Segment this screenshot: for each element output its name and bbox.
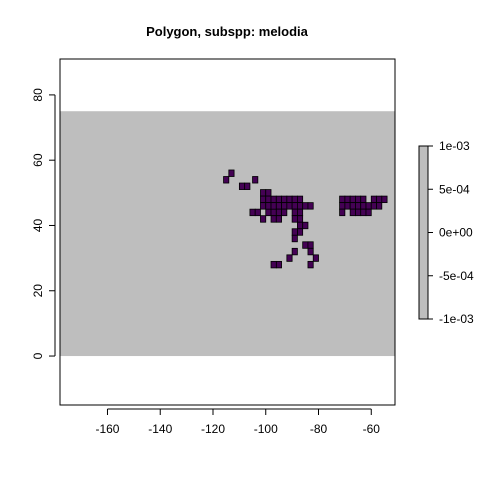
x-tick-label: -100: [254, 422, 278, 436]
presence-cell: [270, 202, 277, 210]
presence-cell: [381, 195, 388, 204]
x-tick-label: -60: [363, 422, 381, 436]
presence-cell: [275, 202, 282, 210]
presence-cell: [312, 254, 319, 262]
plot-frame: [59, 58, 396, 406]
x-tick-label: -120: [201, 422, 225, 436]
presence-cell: [265, 208, 272, 217]
presence-cell: [297, 208, 304, 217]
presence-cell: [260, 215, 267, 223]
presence-cell: [281, 208, 288, 217]
presence-cell: [291, 202, 298, 210]
presence-cell: [291, 247, 298, 256]
x-tick-label: -140: [148, 422, 172, 436]
presence-cell: [286, 195, 293, 204]
presence-cell: [275, 195, 282, 204]
presence-cell: [254, 208, 261, 217]
axes: -160 -140 -120 -100 -80 -60 0 20 40 60 80: [31, 58, 396, 436]
presence-cell: [302, 221, 309, 230]
presence-cell: [291, 195, 298, 204]
presence-cell: [302, 241, 309, 249]
presence-cell: [376, 202, 383, 210]
y-tick-label: 20: [31, 284, 45, 298]
presence-cell: [265, 202, 272, 210]
presence-cell: [307, 202, 314, 210]
presence-cell: [270, 208, 277, 217]
y-tick-label: 0: [31, 352, 45, 359]
presence-cell: [270, 260, 277, 269]
presence-cell: [228, 169, 235, 177]
x-tick-label: -160: [95, 422, 119, 436]
presence-cell: [349, 202, 356, 210]
legend-tick-label: 5e-04: [439, 182, 470, 196]
y-tick-label: 60: [31, 153, 45, 167]
presence-cell: [339, 202, 346, 210]
presence-cell: [265, 195, 272, 204]
presence-cell: [355, 208, 362, 217]
presence-cell: [275, 215, 282, 223]
presence-cell: [302, 202, 309, 210]
presence-cell: [260, 202, 267, 210]
presence-cell: [281, 195, 288, 204]
presence-cell: [223, 176, 230, 184]
legend-tick-label: 1e-03: [439, 139, 470, 153]
presence-cell: [344, 195, 351, 204]
presence-cell: [249, 208, 256, 217]
presence-cell: [370, 195, 377, 204]
presence-cell: [365, 208, 372, 217]
x-tick-label: -80: [310, 422, 328, 436]
presence-cell: [355, 202, 362, 210]
legend: 1e-03 5e-04 0e+00 -5e-04 -1e-03: [418, 139, 474, 326]
presence-cell: [376, 195, 383, 204]
plot-area: [60, 111, 395, 357]
legend-tick-label: 0e+00: [439, 226, 473, 240]
presence-cell: [365, 202, 372, 210]
presence-cell: [297, 202, 304, 210]
legend-tick-label: -1e-03: [439, 312, 474, 326]
presence-cell: [307, 241, 314, 249]
presence-cell: [339, 195, 346, 204]
presence-cell: [307, 247, 314, 256]
presence-cell: [275, 260, 282, 269]
presence-cell: [281, 202, 288, 210]
presence-cell: [265, 189, 272, 197]
presence-cell: [275, 208, 282, 217]
presence-cell: [370, 202, 377, 210]
chart-title: Polygon, subspp: melodia: [146, 24, 309, 39]
legend-tick-label: -5e-04: [439, 269, 474, 283]
presence-cell: [270, 215, 277, 223]
presence-cell: [344, 202, 351, 210]
y-tick-label: 40: [31, 218, 45, 232]
presence-cell: [260, 189, 267, 197]
presence-cell: [244, 182, 251, 190]
presence-cell: [252, 176, 259, 184]
presence-cell: [307, 260, 314, 269]
presence-cell: [286, 202, 293, 210]
presence-cell: [291, 215, 298, 223]
presence-cell: [291, 234, 298, 243]
presence-cell: [297, 228, 304, 236]
y-tick-label: 80: [31, 88, 45, 102]
presence-cell: [360, 202, 367, 210]
presence-cell: [297, 195, 304, 204]
presence-cell: [349, 208, 356, 217]
presence-cell: [286, 254, 293, 262]
presence-cell: [355, 195, 362, 204]
presence-cell: [360, 208, 367, 217]
presence-cell: [297, 221, 304, 230]
legend-color-bar: [418, 145, 429, 320]
presence-cell: [339, 208, 346, 217]
presence-cell: [360, 195, 367, 204]
presence-cell: [349, 195, 356, 204]
presence-cell: [270, 195, 277, 204]
presence-cell: [238, 182, 246, 190]
presence-cell: [260, 195, 267, 204]
presence-cell: [297, 215, 304, 223]
presence-cell: [291, 228, 298, 236]
presence-cell: [291, 208, 298, 217]
raster-background: [60, 111, 395, 357]
